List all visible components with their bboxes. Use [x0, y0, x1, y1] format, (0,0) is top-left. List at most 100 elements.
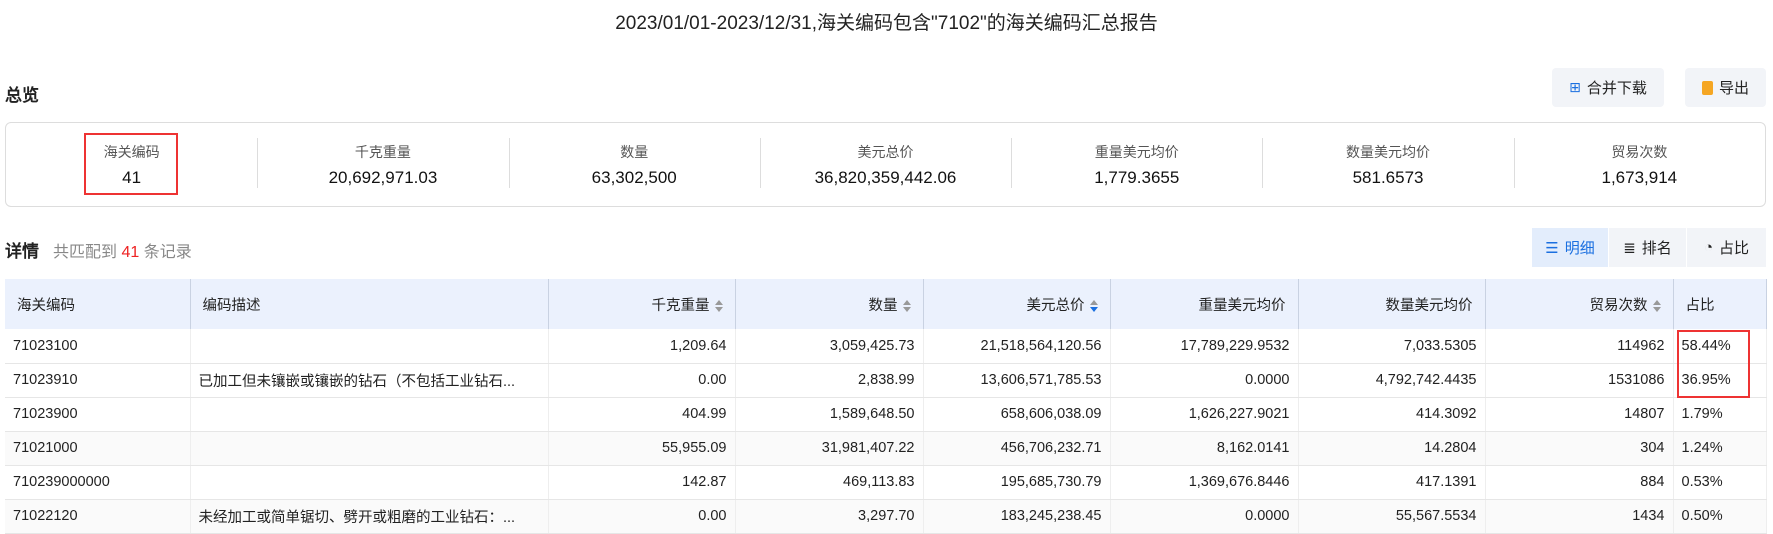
stat-6: 贸易次数 1,673,914	[1513, 123, 1765, 206]
sort-desc-icon	[1652, 306, 1661, 312]
match-count: 41	[121, 244, 140, 261]
export-label: 导出	[1718, 80, 1749, 97]
table-cell: 114962	[1485, 329, 1674, 364]
sort-desc-icon	[714, 306, 723, 312]
table-cell: 0.0000	[1110, 363, 1299, 398]
column-header[interactable]: 美元总价	[923, 279, 1111, 329]
column-header-label: 占比	[1685, 297, 1715, 314]
table-row[interactable]: 71022120 未经加工或简单锯切、劈开或粗磨的工业钻石：... 0.00 3,29…	[5, 499, 1767, 534]
table-cell: 1,626,227.9021	[1110, 397, 1299, 432]
table-cell: 71023900	[5, 397, 191, 432]
table-cell: 0.53%	[1673, 465, 1767, 500]
overview-heading: 总览	[5, 86, 39, 105]
table-cell: 456,706,232.71	[923, 431, 1111, 466]
tab-proportion[interactable]: ◔ 占比	[1687, 228, 1766, 267]
table-row[interactable]: 71023900 404.99 1,589,648.50 658,606,038.09…	[5, 397, 1767, 432]
table-cell: 183,245,238.45	[923, 499, 1111, 534]
column-header: 海关编码	[5, 279, 191, 329]
table-cell: 58.44%	[1673, 329, 1767, 364]
table-cell: 1.24%	[1673, 431, 1767, 466]
table-cell: 1531086	[1485, 363, 1674, 398]
stat-label: 贸易次数	[1611, 143, 1668, 160]
column-header: 数量美元均价	[1298, 279, 1486, 329]
detail-heading: 详情	[5, 242, 39, 261]
column-header[interactable]: 数量	[735, 279, 924, 329]
stat-1: 千克重量 20,692,971.03	[257, 123, 508, 206]
column-header: 占比	[1673, 279, 1767, 329]
tab-ranking[interactable]: ≣ 排名	[1609, 228, 1686, 267]
stat-value: 581.6573	[1352, 167, 1424, 187]
table-cell: 1,209.64	[548, 329, 736, 364]
column-header-label: 贸易次数	[1589, 297, 1648, 314]
column-header-label: 编码描述	[202, 297, 261, 314]
column-header[interactable]: 千克重量	[548, 279, 736, 329]
detail-header: 详情 共匹配到 41 条记录	[5, 237, 192, 262]
tab-ranking-label: 排名	[1641, 240, 1672, 257]
table-cell: 71023100	[5, 329, 191, 364]
tab-proportion-label: 占比	[1719, 240, 1750, 257]
table-cell: 710239000000	[5, 465, 191, 500]
table-cell: 414.3092	[1298, 397, 1486, 432]
table-cell: 14807	[1485, 397, 1674, 432]
stat-label: 千克重量	[354, 143, 411, 160]
table-row[interactable]: 71023100 1,209.64 3,059,425.73 21,518,564,1…	[5, 329, 1767, 364]
report-title: 2023/01/01-2023/12/31,海关编码包含"7102"的海关编码汇…	[615, 13, 1158, 34]
table-cell: 1,589,648.50	[735, 397, 924, 432]
sort-icon[interactable]	[714, 299, 723, 312]
column-header-label: 千克重量	[651, 297, 710, 314]
table-cell: 3,297.70	[735, 499, 924, 534]
column-header-label: 数量	[868, 297, 898, 314]
table-cell: 55,567.5534	[1298, 499, 1486, 534]
highlight-box	[1677, 330, 1750, 398]
export-button[interactable]: 导出	[1685, 68, 1766, 107]
table-cell: 0.0000	[1110, 499, 1299, 534]
tab-detail[interactable]: ☰ 明细	[1532, 228, 1608, 267]
table-cell: 71023910	[5, 363, 191, 398]
table-row[interactable]: 710239000000 142.87 469,113.83 195,685,730.…	[5, 465, 1767, 500]
table-cell	[190, 465, 549, 500]
table-row[interactable]: 71021000 55,955.09 31,981,407.22 456,706,23…	[5, 431, 1767, 466]
table-cell: 884	[1485, 465, 1674, 500]
table-cell: 2,838.99	[735, 363, 924, 398]
table-cell	[190, 397, 549, 432]
match-count-text: 共匹配到 41 条记录	[53, 238, 192, 262]
table-cell: 3,059,425.73	[735, 329, 924, 364]
column-header[interactable]: 贸易次数	[1485, 279, 1674, 329]
table-cell: 142.87	[548, 465, 736, 500]
stat-0: 海关编码 41	[6, 123, 257, 206]
grid-icon: ⊞	[1569, 79, 1581, 95]
tab-detail-label: 明细	[1564, 240, 1595, 257]
sort-asc-icon	[902, 299, 911, 305]
sort-icon[interactable]	[1089, 299, 1098, 312]
table-cell: 14.2804	[1298, 431, 1486, 466]
stat-label: 海关编码	[103, 143, 160, 160]
column-header-label: 美元总价	[1026, 297, 1085, 314]
sort-icon[interactable]	[902, 299, 911, 312]
column-header-label: 重量美元均价	[1198, 297, 1286, 314]
table-row[interactable]: 71023910 已加工但未镶嵌或镶嵌的钻石（不包括工业钻石... 0.00 2,83…	[5, 363, 1767, 398]
table-cell: 195,685,730.79	[923, 465, 1111, 500]
stat-value: 41	[122, 167, 142, 187]
sort-icon[interactable]	[1652, 299, 1661, 312]
table-cell: 21,518,564,120.56	[923, 329, 1111, 364]
stat-value: 36,820,359,442.06	[814, 167, 957, 187]
stat-value: 1,673,914	[1601, 167, 1678, 187]
table-cell: 1.79%	[1673, 397, 1767, 432]
table-cell	[190, 329, 549, 364]
table-cell: 36.95%	[1673, 363, 1767, 398]
table-cell: 658,606,038.09	[923, 397, 1111, 432]
column-header: 编码描述	[190, 279, 549, 329]
table-cell: 71022120	[5, 499, 191, 534]
stat-4: 重量美元均价 1,779.3655	[1011, 123, 1262, 206]
stat-label: 数量美元均价	[1346, 143, 1431, 160]
match-prefix: 共匹配到	[53, 244, 118, 261]
sort-desc-icon	[902, 306, 911, 312]
table-cell: 417.1391	[1298, 465, 1486, 500]
stat-value: 1,779.3655	[1094, 167, 1180, 187]
table-cell: 0.50%	[1673, 499, 1767, 534]
table-cell: 8,162.0141	[1110, 431, 1299, 466]
table-cell: 55,955.09	[548, 431, 736, 466]
merge-download-button[interactable]: ⊞ 合并下载	[1552, 68, 1664, 107]
column-header: 重量美元均价	[1110, 279, 1299, 329]
table-cell: 未经加工或简单锯切、劈开或粗磨的工业钻石：...	[190, 499, 549, 534]
